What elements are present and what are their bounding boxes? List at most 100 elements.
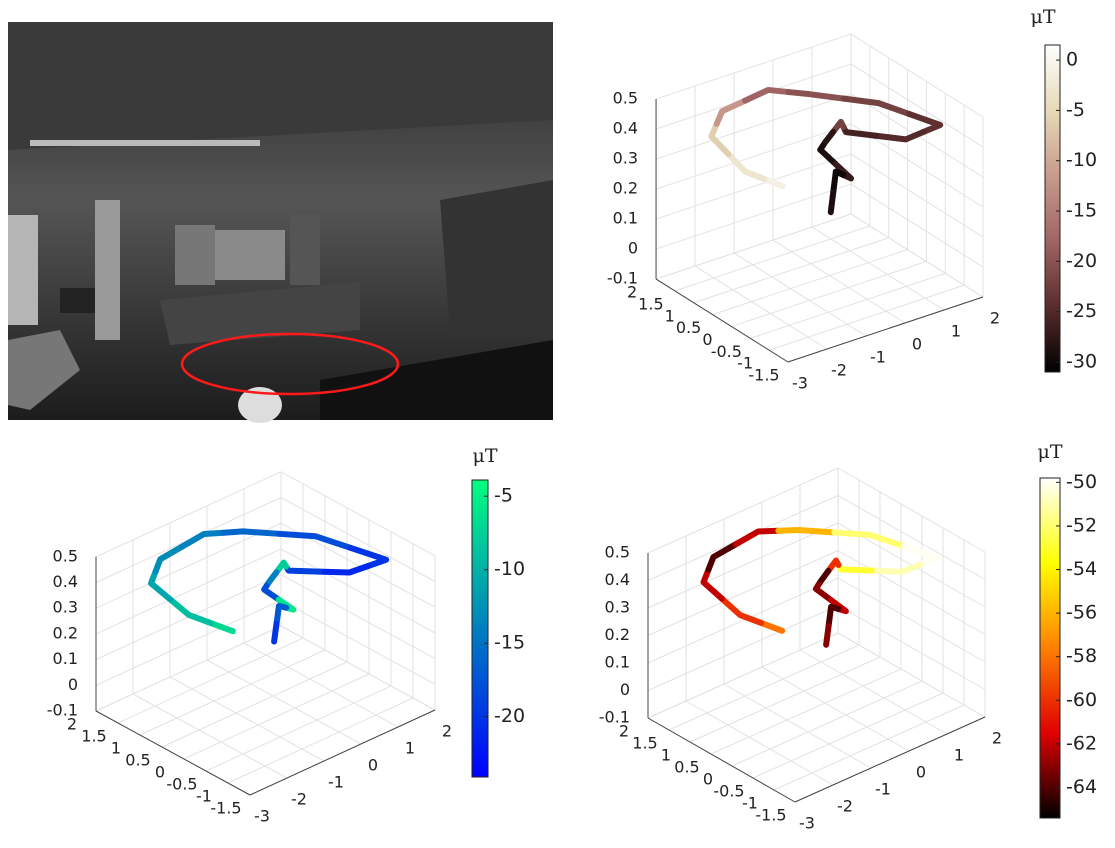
plot-3d: -3-2-101221.510.50-0.5-1-1.50.50.40.30.2… — [47, 471, 452, 826]
trajectory-segment — [276, 530, 354, 551]
grid-line — [850, 183, 984, 268]
trajectory-segment — [261, 582, 282, 603]
y-tick-label: 0 — [155, 763, 165, 782]
grid-line — [752, 692, 944, 779]
z-tick-label: 0.2 — [613, 179, 638, 198]
grid-line — [655, 33, 852, 100]
grid-line — [95, 599, 282, 686]
grid-line — [811, 226, 945, 311]
colorbar-label: μT — [472, 445, 497, 467]
grid-line — [733, 252, 867, 337]
grid-line — [132, 693, 288, 779]
z-tick-label: 0.4 — [605, 570, 630, 589]
y-tick-label: -0.5 — [166, 775, 197, 794]
trajectory-segment — [901, 543, 942, 568]
trajectory-segment — [273, 559, 290, 576]
grid-line — [183, 673, 370, 760]
colorbar-tick-label: -5 — [1066, 99, 1085, 121]
colorbar-tick-label: -52 — [1066, 514, 1097, 536]
trajectory-segment — [742, 86, 792, 104]
grid-line — [280, 625, 436, 711]
trajectory-segment — [708, 120, 732, 158]
y-tick-label: -0.5 — [713, 782, 744, 801]
y-tick-label: 1 — [661, 746, 671, 765]
grid-line — [647, 577, 839, 664]
colorbar-tick-label: -10 — [1066, 149, 1097, 171]
z-tick-label: 0.5 — [613, 89, 638, 108]
grid-line — [117, 637, 304, 724]
grid-line — [227, 697, 414, 784]
trajectory-segment — [840, 123, 879, 139]
z-tick-label: 0.2 — [53, 623, 78, 642]
z-tick-label: 0.4 — [53, 572, 78, 591]
x-tick-label: 2 — [992, 729, 1002, 748]
z-tick-label: 0 — [620, 680, 630, 699]
grid-line — [668, 644, 860, 731]
x-tick-label: 1 — [951, 322, 961, 341]
trajectory-segment — [830, 118, 847, 135]
trajectory-segment — [179, 529, 227, 550]
y-tick-label: -1 — [196, 787, 212, 806]
trajectory-segment — [725, 151, 768, 182]
grid-line — [280, 471, 436, 557]
colorbar-tick-label: -62 — [1066, 732, 1097, 754]
grid-line — [850, 33, 984, 118]
trajectory-segment — [835, 561, 875, 574]
trajectory-segment — [872, 129, 927, 143]
z-tick-label: 0.5 — [605, 543, 630, 562]
x-tick-label: -1 — [870, 348, 886, 367]
grid-line — [280, 548, 436, 634]
grid-line — [731, 260, 927, 327]
trajectory-segment — [347, 544, 390, 570]
z-tick-label: 0.5 — [53, 546, 78, 565]
y-tick-label: 2 — [67, 715, 77, 734]
grid-line — [693, 237, 889, 304]
grid-line — [731, 680, 923, 767]
y-tick-label: 1.5 — [632, 734, 657, 753]
trajectory-segment — [315, 563, 371, 576]
colorbar-tick-label: -5 — [494, 485, 513, 507]
colorbar-fill — [1039, 477, 1061, 819]
grid-line — [647, 632, 839, 719]
colorbar-tick-label: -64 — [1066, 776, 1097, 798]
grid-line — [280, 574, 436, 660]
trajectory-segment — [207, 620, 236, 635]
grid-line — [750, 272, 946, 339]
y-tick-label: 0 — [702, 330, 712, 349]
x-tick-label: -3 — [254, 807, 270, 826]
grid-line — [95, 625, 282, 712]
trajectory-segment — [830, 168, 847, 195]
trajectory-segment — [718, 595, 765, 626]
grid-line — [761, 666, 910, 752]
axis-line — [787, 296, 984, 363]
axis-line — [95, 710, 251, 796]
plot-3d: -3-2-101221.510.50-0.5-1-1.50.50.40.30.2… — [607, 33, 1000, 393]
grid-line — [169, 676, 325, 762]
grid-line — [689, 656, 881, 743]
x-tick-label: 1 — [954, 746, 964, 765]
grid-line — [647, 467, 839, 554]
grid-line — [655, 123, 852, 190]
z-tick-label: 0.3 — [53, 598, 78, 617]
trajectory-segment — [785, 89, 848, 102]
trajectory-segment — [758, 619, 786, 634]
colorbar-tick-label: -58 — [1066, 645, 1097, 667]
grid-line — [694, 265, 828, 350]
trajectory-segment — [220, 528, 283, 537]
trajectory-segment — [825, 603, 842, 629]
y-tick-label: 0.5 — [676, 318, 701, 337]
y-tick-label: 0.5 — [125, 751, 150, 770]
trajectory-segment — [166, 596, 214, 627]
trajectory-segment — [271, 620, 280, 645]
grid-line — [837, 577, 986, 663]
colorbar-fill — [471, 479, 489, 778]
grid-line — [710, 668, 902, 755]
y-tick-label: 0.5 — [674, 758, 699, 777]
trajectory-segment — [841, 95, 913, 118]
trajectory-segment — [906, 111, 944, 136]
trajectory-segment — [732, 527, 782, 548]
grid-line — [685, 700, 834, 786]
colorbar-tick-label: -20 — [494, 705, 525, 727]
x-tick-label: -3 — [799, 814, 815, 833]
grid-line — [139, 649, 326, 736]
